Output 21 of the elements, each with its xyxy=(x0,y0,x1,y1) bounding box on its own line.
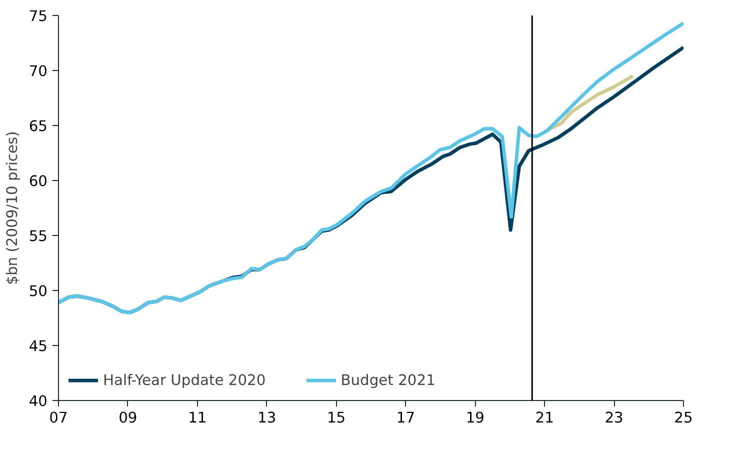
y-tick-label: 40 xyxy=(28,393,48,410)
y-axis-title: $bn (2009/10 prices) xyxy=(4,131,21,285)
x-tick-label: 21 xyxy=(535,410,554,426)
x-tick-label: 23 xyxy=(604,410,624,426)
x-tick-label: 17 xyxy=(396,410,416,426)
legend-label: Budget 2021 xyxy=(340,372,436,388)
legend-label: Half-Year Update 2020 xyxy=(103,372,266,388)
x-tick-label: 07 xyxy=(49,410,68,426)
y-tick-label: 75 xyxy=(28,8,48,25)
x-tick-label: 09 xyxy=(118,410,138,426)
x-tick-label: 13 xyxy=(258,410,276,426)
x-tick-label: 11 xyxy=(188,410,207,426)
y-tick-label: 65 xyxy=(28,118,48,135)
x-tick-label: 15 xyxy=(326,410,346,426)
y-tick-label: 70 xyxy=(28,63,48,80)
y-tick-label: 60 xyxy=(28,173,48,190)
y-tick-label: 55 xyxy=(28,228,48,245)
y-tick-label: 45 xyxy=(28,338,48,355)
y-tick-label: 50 xyxy=(28,283,48,300)
x-tick-label: 25 xyxy=(674,410,693,426)
x-tick-label: 19 xyxy=(466,410,484,426)
